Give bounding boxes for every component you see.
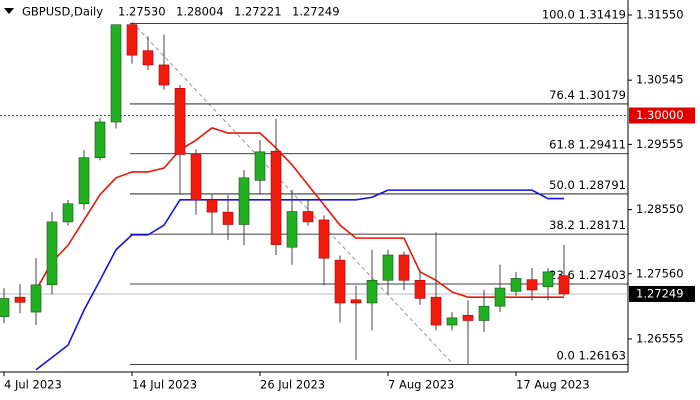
candle-body: [174, 87, 186, 155]
indicator-line: [35, 189, 564, 371]
candle-body: [478, 305, 490, 321]
fib-label: 61.8 1.29411: [549, 137, 626, 151]
indicator-line: [35, 126, 564, 298]
reference-label-box: [629, 107, 695, 124]
fib-price: 1.28791: [578, 177, 626, 191]
candle-body: [110, 24, 122, 123]
fib-price: 1.29411: [578, 137, 626, 151]
candle-body: [94, 121, 106, 158]
candle-body: [494, 287, 506, 307]
x-tick-label: 14 Jul 2023: [132, 378, 197, 392]
candle-body: [142, 50, 154, 66]
candle-body: [398, 254, 410, 281]
candle-body: [446, 317, 458, 326]
fib-level: 76.4: [549, 87, 575, 101]
fib-level: 100.0: [542, 7, 575, 21]
x-tick-label: 7 Aug 2023: [388, 378, 454, 392]
candle-body: [30, 284, 42, 313]
candle-body: [526, 279, 538, 291]
candle-body: [382, 254, 394, 281]
current-price-label: 1.27249: [636, 286, 684, 300]
candle-body: [254, 151, 266, 181]
candle-body: [558, 275, 570, 295]
candle-body: [238, 177, 250, 225]
reference-label: 1.30000: [636, 108, 684, 122]
candle-body: [430, 296, 442, 326]
fib-price: 1.27403: [578, 267, 626, 281]
candle-body: [46, 221, 58, 286]
x-tick-label: 26 Jul 2023: [260, 378, 325, 392]
fib-label: 0.0 1.26163: [556, 348, 626, 362]
candle-body: [78, 157, 90, 205]
x-tick-label: 4 Jul 2023: [4, 378, 62, 392]
y-tick-label: 1.29555: [636, 137, 684, 151]
menu-triangle[interactable]: [4, 8, 14, 14]
candle-body: [222, 211, 234, 225]
candle-body: [158, 64, 170, 86]
fib-level: 38.2: [549, 218, 575, 232]
current-price-box: [629, 285, 695, 302]
fib-label: 38.2 1.28171: [549, 218, 626, 232]
candle-body: [270, 150, 282, 245]
candle-body: [0, 298, 10, 317]
candle-body: [286, 211, 298, 248]
fib-label: 76.4 1.30179: [549, 87, 626, 101]
candle-body: [62, 203, 74, 223]
ohlc-value: 1.27249: [292, 5, 340, 19]
fib-price: 1.26163: [578, 348, 626, 362]
ohlc-value: 1.27530: [118, 5, 166, 19]
fib-price: 1.31419: [578, 7, 626, 21]
candle-body: [206, 199, 218, 213]
fib-level: 0.0: [556, 348, 574, 362]
y-tick-label: 1.28550: [636, 202, 684, 216]
fib-level: 61.8: [549, 137, 575, 151]
ohlc-value: 1.28004: [176, 5, 224, 19]
chart-title: GBPUSD,Daily: [22, 5, 103, 19]
y-tick-label: 1.30545: [636, 73, 684, 87]
candle-body: [126, 24, 138, 56]
candle-body: [462, 315, 474, 321]
y-tick-label: 1.27560: [636, 266, 684, 280]
y-tick-label: 1.31550: [636, 7, 684, 21]
fib-price: 1.30179: [578, 87, 626, 101]
y-tick-label: 1.26555: [636, 331, 684, 345]
fib-label: 50.0 1.28791: [549, 177, 626, 191]
candle-body: [366, 279, 378, 304]
candle-body: [14, 296, 26, 303]
fib-label: 100.0 1.31419: [542, 7, 626, 21]
candle-body: [542, 271, 554, 288]
candle-body: [510, 278, 522, 292]
candle-body: [190, 154, 202, 201]
candle-body: [350, 299, 362, 304]
fib-level: 50.0: [549, 177, 575, 191]
candle-body: [302, 211, 314, 223]
candle-body: [318, 219, 330, 259]
fib-price: 1.28171: [578, 218, 626, 232]
candle-body: [334, 259, 346, 304]
ohlc-value: 1.27221: [234, 5, 282, 19]
candle-body: [414, 279, 426, 299]
x-tick-label: 17 Aug 2023: [516, 378, 590, 392]
